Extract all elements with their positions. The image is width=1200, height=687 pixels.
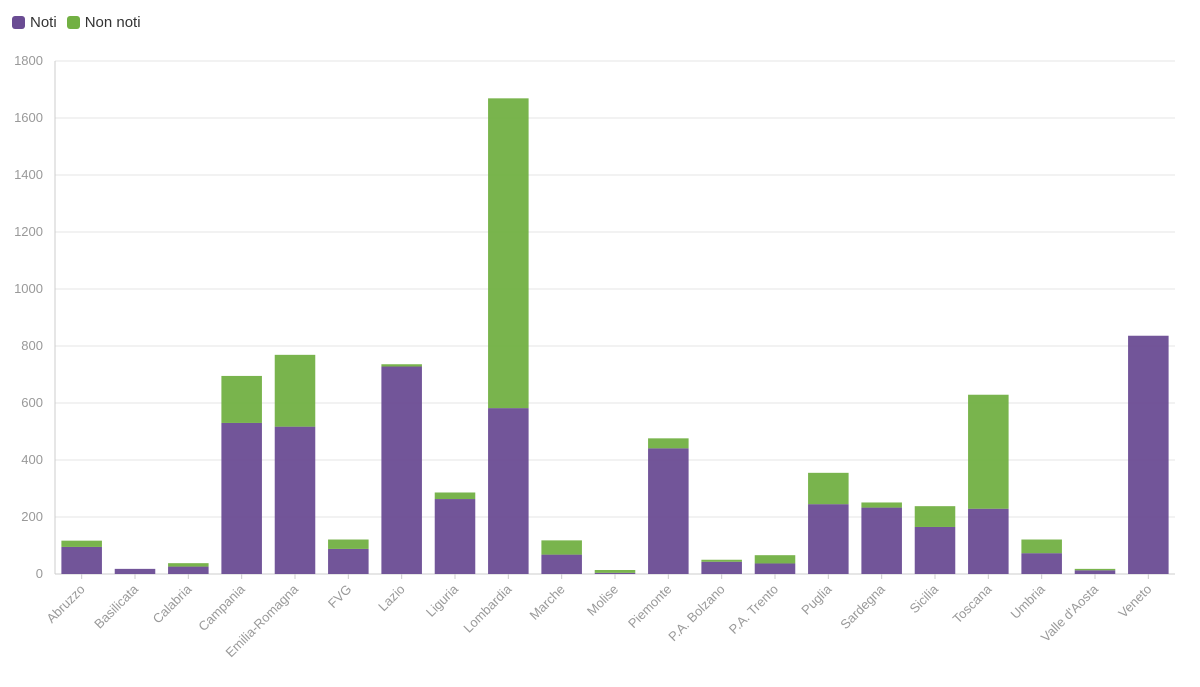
y-tick-label: 200 [21, 509, 43, 524]
x-tick-label: Molise [584, 582, 621, 619]
x-tick-label: Basilicata [91, 581, 141, 631]
bar-non-noti[interactable] [701, 559, 742, 562]
y-tick-label: 1800 [14, 53, 43, 68]
legend-label-noti: Noti [30, 14, 57, 31]
x-tick-label: FVG [325, 582, 355, 612]
bar-noti[interactable] [648, 448, 689, 574]
bar-noti[interactable] [861, 507, 902, 574]
bar-non-noti[interactable] [168, 563, 209, 567]
legend-item-non-noti[interactable]: Non noti [66, 14, 141, 31]
bar-noti[interactable] [1021, 553, 1062, 574]
bar-non-noti[interactable] [1074, 568, 1116, 571]
y-tick-label: 1000 [14, 281, 43, 296]
bar-non-noti[interactable] [594, 570, 636, 573]
bar-non-noti[interactable] [914, 506, 956, 527]
x-tick-label: Lombardia [460, 581, 515, 636]
x-tick-label: P.A. Bolzano [665, 582, 728, 645]
bar-noti[interactable] [1074, 570, 1116, 574]
legend-swatch-noti [12, 16, 25, 29]
y-tick-label: 1200 [14, 224, 43, 239]
bar-non-noti[interactable] [968, 394, 1009, 509]
bar-non-noti[interactable] [381, 364, 422, 367]
y-tick-label: 1400 [14, 167, 43, 182]
bar-noti[interactable] [914, 526, 956, 574]
x-tick-label: Toscana [950, 581, 995, 626]
x-tick-label: Valle d'Aosta [1038, 581, 1102, 645]
bar-non-noti[interactable] [328, 539, 369, 549]
x-tick-label: Umbria [1008, 581, 1049, 622]
legend: Noti Non noti [12, 14, 141, 31]
x-tick-label: Sicilia [906, 581, 941, 616]
bar-noti[interactable] [381, 366, 422, 574]
x-tick-label: Sardegna [837, 581, 888, 632]
bar-noti[interactable] [61, 546, 102, 574]
bar-noti[interactable] [754, 563, 796, 574]
x-tick-label: Marche [527, 582, 568, 623]
x-tick-label: Calabria [150, 581, 195, 626]
x-tick-label: Liguria [423, 581, 462, 620]
x-tick-label: Abruzzo [43, 582, 87, 626]
bar-non-noti[interactable] [221, 375, 262, 423]
bar-noti[interactable] [114, 568, 156, 574]
x-tick-label: P.A. Trento [726, 582, 781, 637]
legend-item-noti[interactable]: Noti [12, 14, 57, 31]
bar-non-noti[interactable] [754, 555, 796, 564]
y-tick-label: 1600 [14, 110, 43, 125]
bar-non-noti[interactable] [61, 540, 102, 547]
x-tick-label: Piemonte [625, 582, 674, 631]
bar-non-noti[interactable] [1021, 539, 1062, 554]
x-tick-label: Lazio [375, 582, 408, 615]
y-tick-label: 0 [36, 566, 43, 581]
bar-noti[interactable] [274, 426, 316, 574]
bar-non-noti[interactable] [541, 540, 582, 555]
bar-noti[interactable] [434, 499, 476, 574]
x-tick-label: Veneto [1115, 582, 1154, 621]
x-tick-label: Puglia [798, 581, 835, 618]
bar-noti[interactable] [808, 504, 849, 574]
bar-noti[interactable] [221, 422, 262, 574]
bar-noti[interactable] [594, 572, 636, 574]
y-tick-label: 400 [21, 452, 43, 467]
bar-non-noti[interactable] [648, 438, 689, 449]
bar-noti[interactable] [488, 408, 529, 574]
legend-label-non-noti: Non noti [84, 14, 141, 31]
bar-noti[interactable] [541, 554, 582, 574]
bar-noti[interactable] [1128, 335, 1169, 574]
bar-noti[interactable] [328, 548, 369, 574]
bar-non-noti[interactable] [488, 98, 529, 409]
bar-non-noti[interactable] [808, 472, 849, 505]
bar-non-noti[interactable] [274, 354, 316, 427]
y-tick-label: 800 [21, 338, 43, 353]
bar-non-noti[interactable] [434, 492, 476, 500]
legend-swatch-non-noti [66, 16, 80, 29]
bar-noti[interactable] [968, 508, 1009, 574]
bar-noti[interactable] [701, 561, 742, 574]
bar-non-noti[interactable] [861, 502, 902, 508]
y-tick-label: 600 [21, 395, 43, 410]
bar-noti[interactable] [168, 566, 209, 574]
x-tick-label: Campania [195, 581, 248, 634]
